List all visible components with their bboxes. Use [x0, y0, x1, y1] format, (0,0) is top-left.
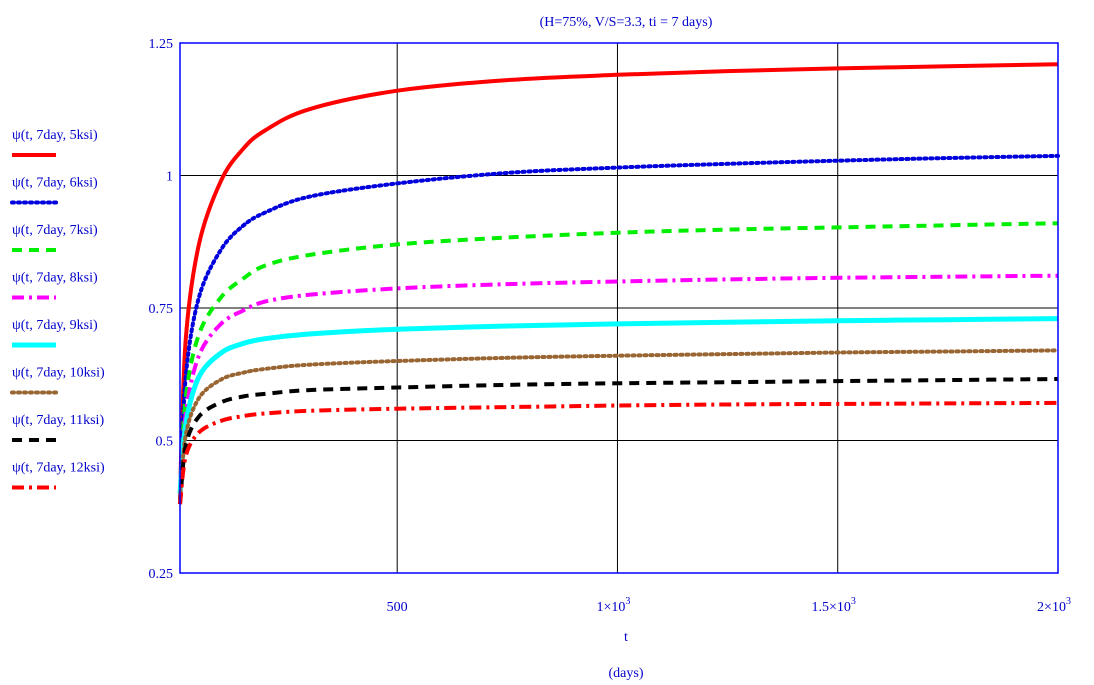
series-line-2 [178, 153, 1060, 501]
x-axis-unit: (days) [609, 666, 644, 681]
legend-label-5: ψ(t, 7day, 9ksi) [12, 318, 98, 333]
series-line-4 [178, 273, 1059, 499]
x-axis-ticks: 500 1×103 1.5×103 2×103 [387, 596, 1071, 615]
series-line-5 [177, 316, 1059, 494]
legend-label-2: ψ(t, 7day, 6ksi) [12, 176, 98, 191]
legend-label-8: ψ(t, 7day, 12ksi) [12, 461, 105, 476]
y-tick-label-3: 1 [166, 170, 173, 185]
plot-frame [179, 42, 1059, 574]
series-line-6 [178, 348, 1060, 501]
y-axis-ticks: 0.25 0.5 0.75 1 1.25 [149, 37, 174, 582]
y-tick-label-4: 1.25 [149, 37, 174, 52]
legend: ψ(t, 7day, 5ksi) ψ(t, 7day, 6ksi) ψ(t, 7da… [10, 128, 105, 490]
series-line-3 [178, 221, 1059, 499]
series-line-7 [178, 377, 1059, 505]
x-tick-label-3: 2×103 [1037, 596, 1071, 615]
x-tick-label-2: 1.5×103 [812, 596, 856, 615]
x-tick-exponent-2: 3 [851, 596, 856, 607]
series-line-1 [178, 62, 1059, 494]
y-tick-label-2: 0.75 [149, 302, 174, 317]
grid [180, 43, 1058, 573]
chart-title: (H=75%, V/S=3.3, ti = 7 days) [540, 15, 713, 30]
legend-label-4: ψ(t, 7day, 8ksi) [12, 271, 98, 286]
x-tick-exponent-3: 3 [1066, 596, 1071, 607]
legend-label-1: ψ(t, 7day, 5ksi) [12, 128, 98, 143]
x-tick-label-1: 1×103 [597, 596, 631, 615]
series-layer [177, 62, 1060, 505]
legend-label-3: ψ(t, 7day, 7ksi) [12, 223, 98, 238]
legend-label-7: ψ(t, 7day, 11ksi) [12, 413, 104, 428]
x-tick-exponent-1: 3 [625, 596, 630, 607]
x-tick-label-0: 500 [387, 600, 408, 615]
y-tick-label-0: 0.25 [149, 567, 174, 582]
legend-label-6: ψ(t, 7day, 10ksi) [12, 366, 105, 381]
series-line-8 [178, 400, 1059, 505]
y-tick-label-1: 0.5 [156, 435, 174, 450]
x-axis-label: t [624, 630, 628, 645]
